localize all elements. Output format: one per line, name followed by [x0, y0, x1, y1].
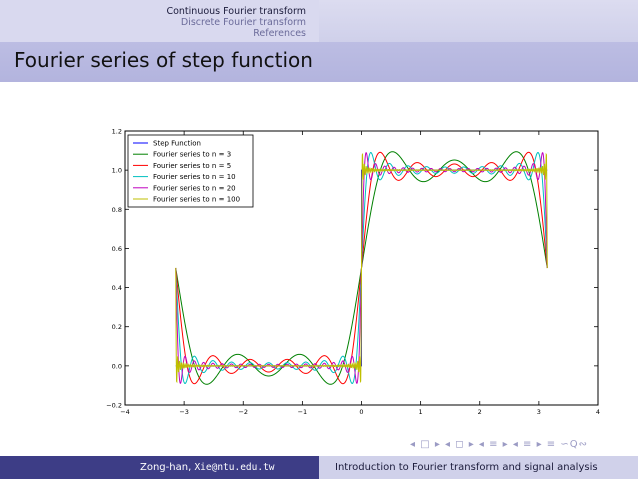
y-tick-label-6: 1.0	[112, 167, 122, 175]
series-line-5	[175, 152, 548, 384]
footer-title: Introduction to Fourier transform and si…	[335, 462, 598, 473]
y-tick-label-7: 1.2	[112, 128, 122, 136]
x-tick-label-6: 2	[478, 408, 482, 416]
footer-author-panel: Zong-han, Xie@ntu.edu.tw	[0, 456, 319, 479]
x-tick-label-2: −2	[238, 408, 248, 416]
nav-section-discrete[interactable]: Discrete Fourier transform	[180, 17, 306, 28]
x-tick-label-5: 1	[419, 408, 423, 416]
legend-label-4: Fourier series to n = 20	[153, 184, 236, 192]
frame-title: Fourier series of step function	[14, 48, 313, 72]
x-tick-label-4: 0	[359, 408, 363, 416]
y-tick-label-5: 0.8	[112, 206, 122, 214]
section-navigation-panel	[0, 0, 319, 42]
y-tick-label-2: 0.2	[112, 323, 122, 331]
nav-section-references[interactable]: References	[253, 28, 306, 39]
legend-box	[127, 134, 254, 208]
legend-label-3: Fourier series to n = 10	[153, 173, 236, 181]
legend-label-5: Fourier series to n = 100	[153, 196, 240, 204]
legend-label-2: Fourier series to n = 5	[153, 162, 231, 170]
nav-section-continuous[interactable]: Continuous Fourier transform	[166, 6, 306, 17]
footer-title-panel: Introduction to Fourier transform and si…	[319, 456, 638, 479]
y-tick-label-1: 0.0	[112, 362, 122, 370]
beamer-navigation-symbols[interactable]: ◂ □ ▸ ◂ ◻ ▸ ◂ ≡ ▸ ◂ ≡ ▸ ≡ ∽Q∾	[410, 439, 588, 450]
footer: Zong-han, Xie@ntu.edu.tw Introduction to…	[0, 456, 638, 479]
footer-author: Zong-han,	[140, 462, 195, 473]
y-tick-label-3: 0.4	[112, 284, 122, 292]
x-tick-label-1: −3	[179, 408, 189, 416]
legend-label-0: Step Function	[153, 140, 201, 148]
section-navigation-bar: Continuous Fourier transform Discrete Fo…	[0, 0, 638, 42]
x-tick-label-0: −4	[120, 408, 130, 416]
footer-email: Xie@ntu.edu.tw	[194, 462, 275, 473]
frame-title-bar: Fourier series of step function	[0, 42, 638, 82]
x-tick-label-7: 3	[537, 408, 541, 416]
x-tick-label-8: 4	[596, 408, 600, 416]
x-tick-label-3: −1	[298, 408, 308, 416]
y-tick-label-4: 0.6	[112, 245, 122, 253]
legend-label-1: Fourier series to n = 3	[153, 151, 231, 159]
y-tick-label-0: −0.2	[106, 402, 122, 410]
